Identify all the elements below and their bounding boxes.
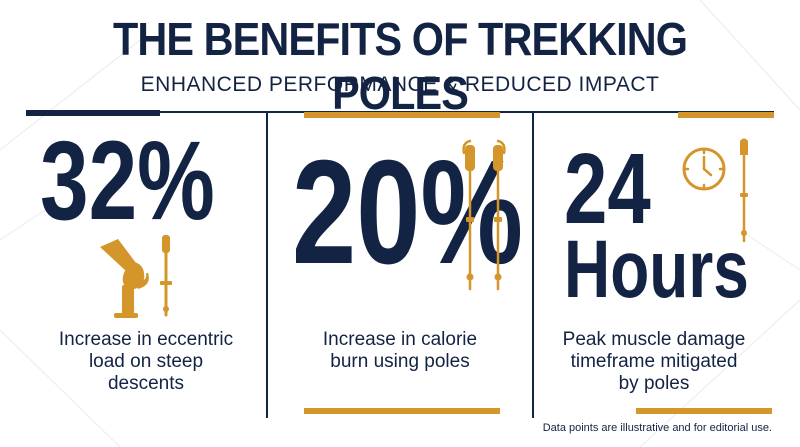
page-title: THE BENEFITS OF TREKKING POLES bbox=[112, 13, 688, 119]
stat-card-eccentric-load: 32% Increase in eccentric load on steep … bbox=[26, 113, 266, 418]
accent-bar-center-top bbox=[304, 112, 500, 118]
stat-value: 32% bbox=[40, 118, 215, 243]
column-divider-2 bbox=[532, 113, 534, 418]
stat-description-line: by poles bbox=[618, 373, 690, 394]
stat-description-line: load on steep bbox=[88, 351, 204, 372]
column-divider-1 bbox=[266, 113, 268, 418]
stat-description-line: descents bbox=[107, 373, 185, 394]
stat-card-calorie-burn: 20% Increase in calorie burn using poles bbox=[268, 113, 532, 418]
trekking-poles-pair-icon bbox=[462, 139, 506, 291]
page-subtitle: ENHANCED PERFORMANCE & REDUCED IMPACT bbox=[140, 73, 660, 96]
stat-description-line: burn using poles bbox=[330, 351, 470, 372]
accent-bar-center-bottom bbox=[304, 408, 500, 414]
stat-description-line: Increase in eccentric bbox=[58, 329, 234, 350]
accent-bar-right-bottom bbox=[636, 408, 772, 414]
stat-card-muscle-damage: 24 Hours Peak muscle damage timeframe mi… bbox=[534, 113, 774, 418]
stat-description: Peak muscle damage timeframe mitigated b… bbox=[534, 329, 774, 395]
stat-description-line: Peak muscle damage bbox=[562, 329, 746, 350]
footnote: Data points are illustrative and for edi… bbox=[542, 422, 772, 434]
stat-description: Increase in calorie burn using poles bbox=[268, 329, 532, 373]
stat-value-number: 24 bbox=[564, 133, 651, 245]
stat-description-line: timeframe mitigated bbox=[570, 351, 738, 372]
knee-joint-and-pole-icon bbox=[100, 235, 172, 318]
stat-description-line: Increase in calorie bbox=[322, 329, 478, 350]
stat-value-unit: Hours bbox=[564, 224, 749, 315]
stat-description: Increase in eccentric load on steep desc… bbox=[26, 329, 266, 395]
accent-bar-left bbox=[26, 110, 160, 116]
accent-bar-right-top bbox=[678, 112, 774, 118]
stat-value: 20% bbox=[292, 130, 524, 295]
clock-and-pole-icon bbox=[682, 138, 748, 243]
